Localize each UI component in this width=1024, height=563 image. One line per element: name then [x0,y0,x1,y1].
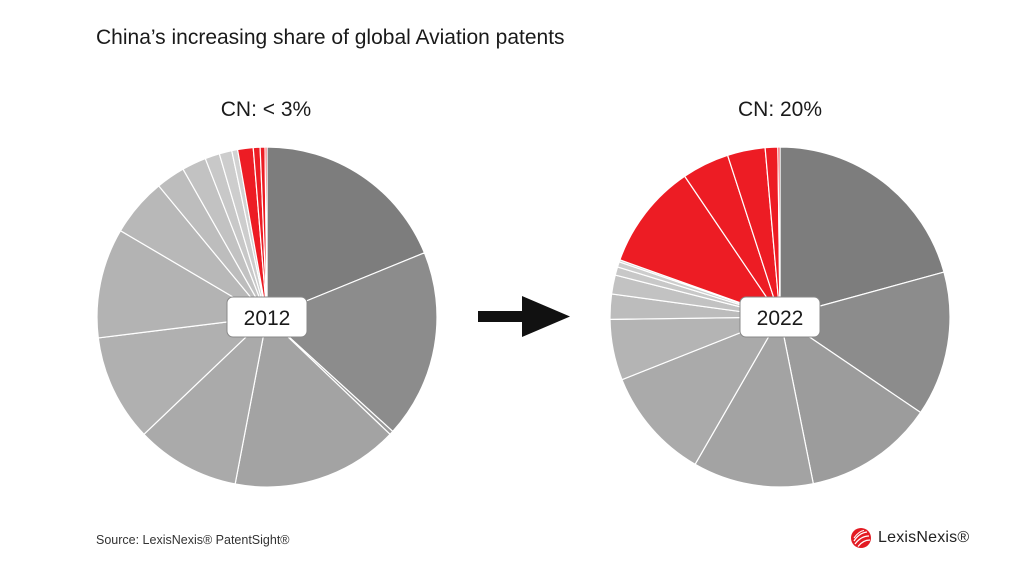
lexisnexis-logo-icon [851,528,871,548]
chart-title: China’s increasing share of global Aviat… [96,26,565,49]
pie-slice-2022-3 [694,316,814,488]
year-label-2022: 2022 [757,307,804,330]
year-badge-2022: 2022 [739,296,821,338]
pie-slice-2012-3 [234,316,391,488]
pie-chart-2012 [96,146,438,488]
pie-slice-2012-5 [97,316,268,435]
pie-slice-2022-1 [779,271,951,414]
year-badge-2012: 2012 [226,296,308,338]
pie-slice-2012-1 [266,252,438,433]
pie-slice-2022-2 [779,316,922,485]
pie-slice-2022-11-china [619,175,781,318]
logo-text: LexisNexis® [878,529,970,546]
pie-header-2022: CN: 20% [737,98,823,121]
pie-header-2012: CN: < 3% [220,98,312,121]
lexisnexis-logo: LexisNexis® [850,527,969,549]
pie-slice-2012-0 [266,146,426,318]
pie-slice-2022-4 [621,316,781,465]
year-label-2012: 2012 [244,307,291,330]
pie-chart-2022 [609,146,951,488]
pie-slice-2012-4 [143,316,268,485]
pie-slice-2012-16-china [264,146,268,318]
right-arrow-icon [478,296,570,337]
pie-slice-2012-6 [96,230,268,339]
source-note: Source: LexisNexis® PatentSight® [96,533,290,547]
pie-slice-2022-0 [779,146,945,318]
pie-slice-2022-15-china [777,146,781,318]
